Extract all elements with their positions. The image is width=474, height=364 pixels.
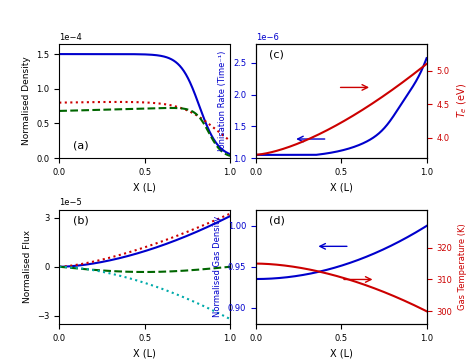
Y-axis label: Normalised Gas Density: Normalised Gas Density [213, 216, 222, 317]
X-axis label: X (L): X (L) [133, 182, 156, 192]
Y-axis label: Normalised Flux: Normalised Flux [23, 230, 32, 303]
Text: (c): (c) [269, 50, 284, 59]
X-axis label: X (L): X (L) [330, 182, 353, 192]
Text: (d): (d) [269, 215, 285, 225]
X-axis label: X (L): X (L) [133, 348, 156, 358]
Text: (b): (b) [73, 215, 89, 225]
X-axis label: X (L): X (L) [330, 348, 353, 358]
Y-axis label: Gas Temperature (K): Gas Temperature (K) [458, 223, 467, 310]
Y-axis label: Normalised Density: Normalised Density [22, 56, 31, 145]
Y-axis label: Ionisation Rate (Time⁻¹): Ionisation Rate (Time⁻¹) [219, 51, 228, 151]
Text: (a): (a) [73, 141, 89, 151]
Y-axis label: $T_e$ (eV): $T_e$ (eV) [455, 83, 469, 118]
